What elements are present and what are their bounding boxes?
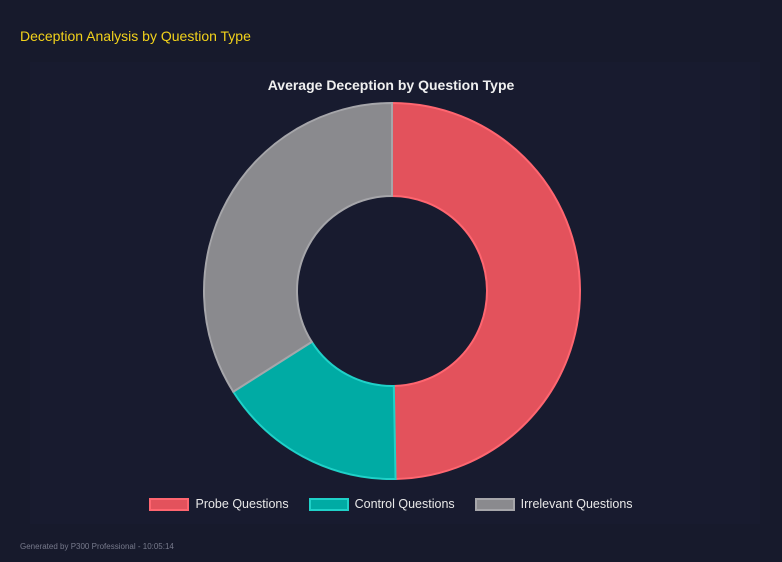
chart-legend: Probe Questions Control Questions Irreleva…	[0, 497, 782, 511]
legend-swatch	[149, 497, 190, 511]
legend-item[interactable]: Irrelevant Questions	[474, 497, 633, 511]
legend-item[interactable]: Control Questions	[308, 497, 455, 511]
page-title: Deception Analysis by Question Type	[20, 28, 251, 44]
legend-swatch	[308, 497, 349, 511]
legend-label: Control Questions	[354, 497, 455, 511]
slice-control-questions[interactable]	[231, 340, 397, 480]
footer-text: Generated by P300 Professional - 10:05:1…	[20, 542, 174, 551]
slice-irrelevant-questions[interactable]	[203, 101, 393, 394]
chart-title: Average Deception by Question Type	[267, 77, 515, 93]
slice-probe-questions[interactable]	[391, 101, 582, 480]
legend-item[interactable]: Probe Questions	[149, 497, 289, 511]
legend-label: Probe Questions	[195, 497, 289, 511]
legend-swatch	[474, 497, 515, 511]
legend-label: Irrelevant Questions	[520, 497, 633, 511]
